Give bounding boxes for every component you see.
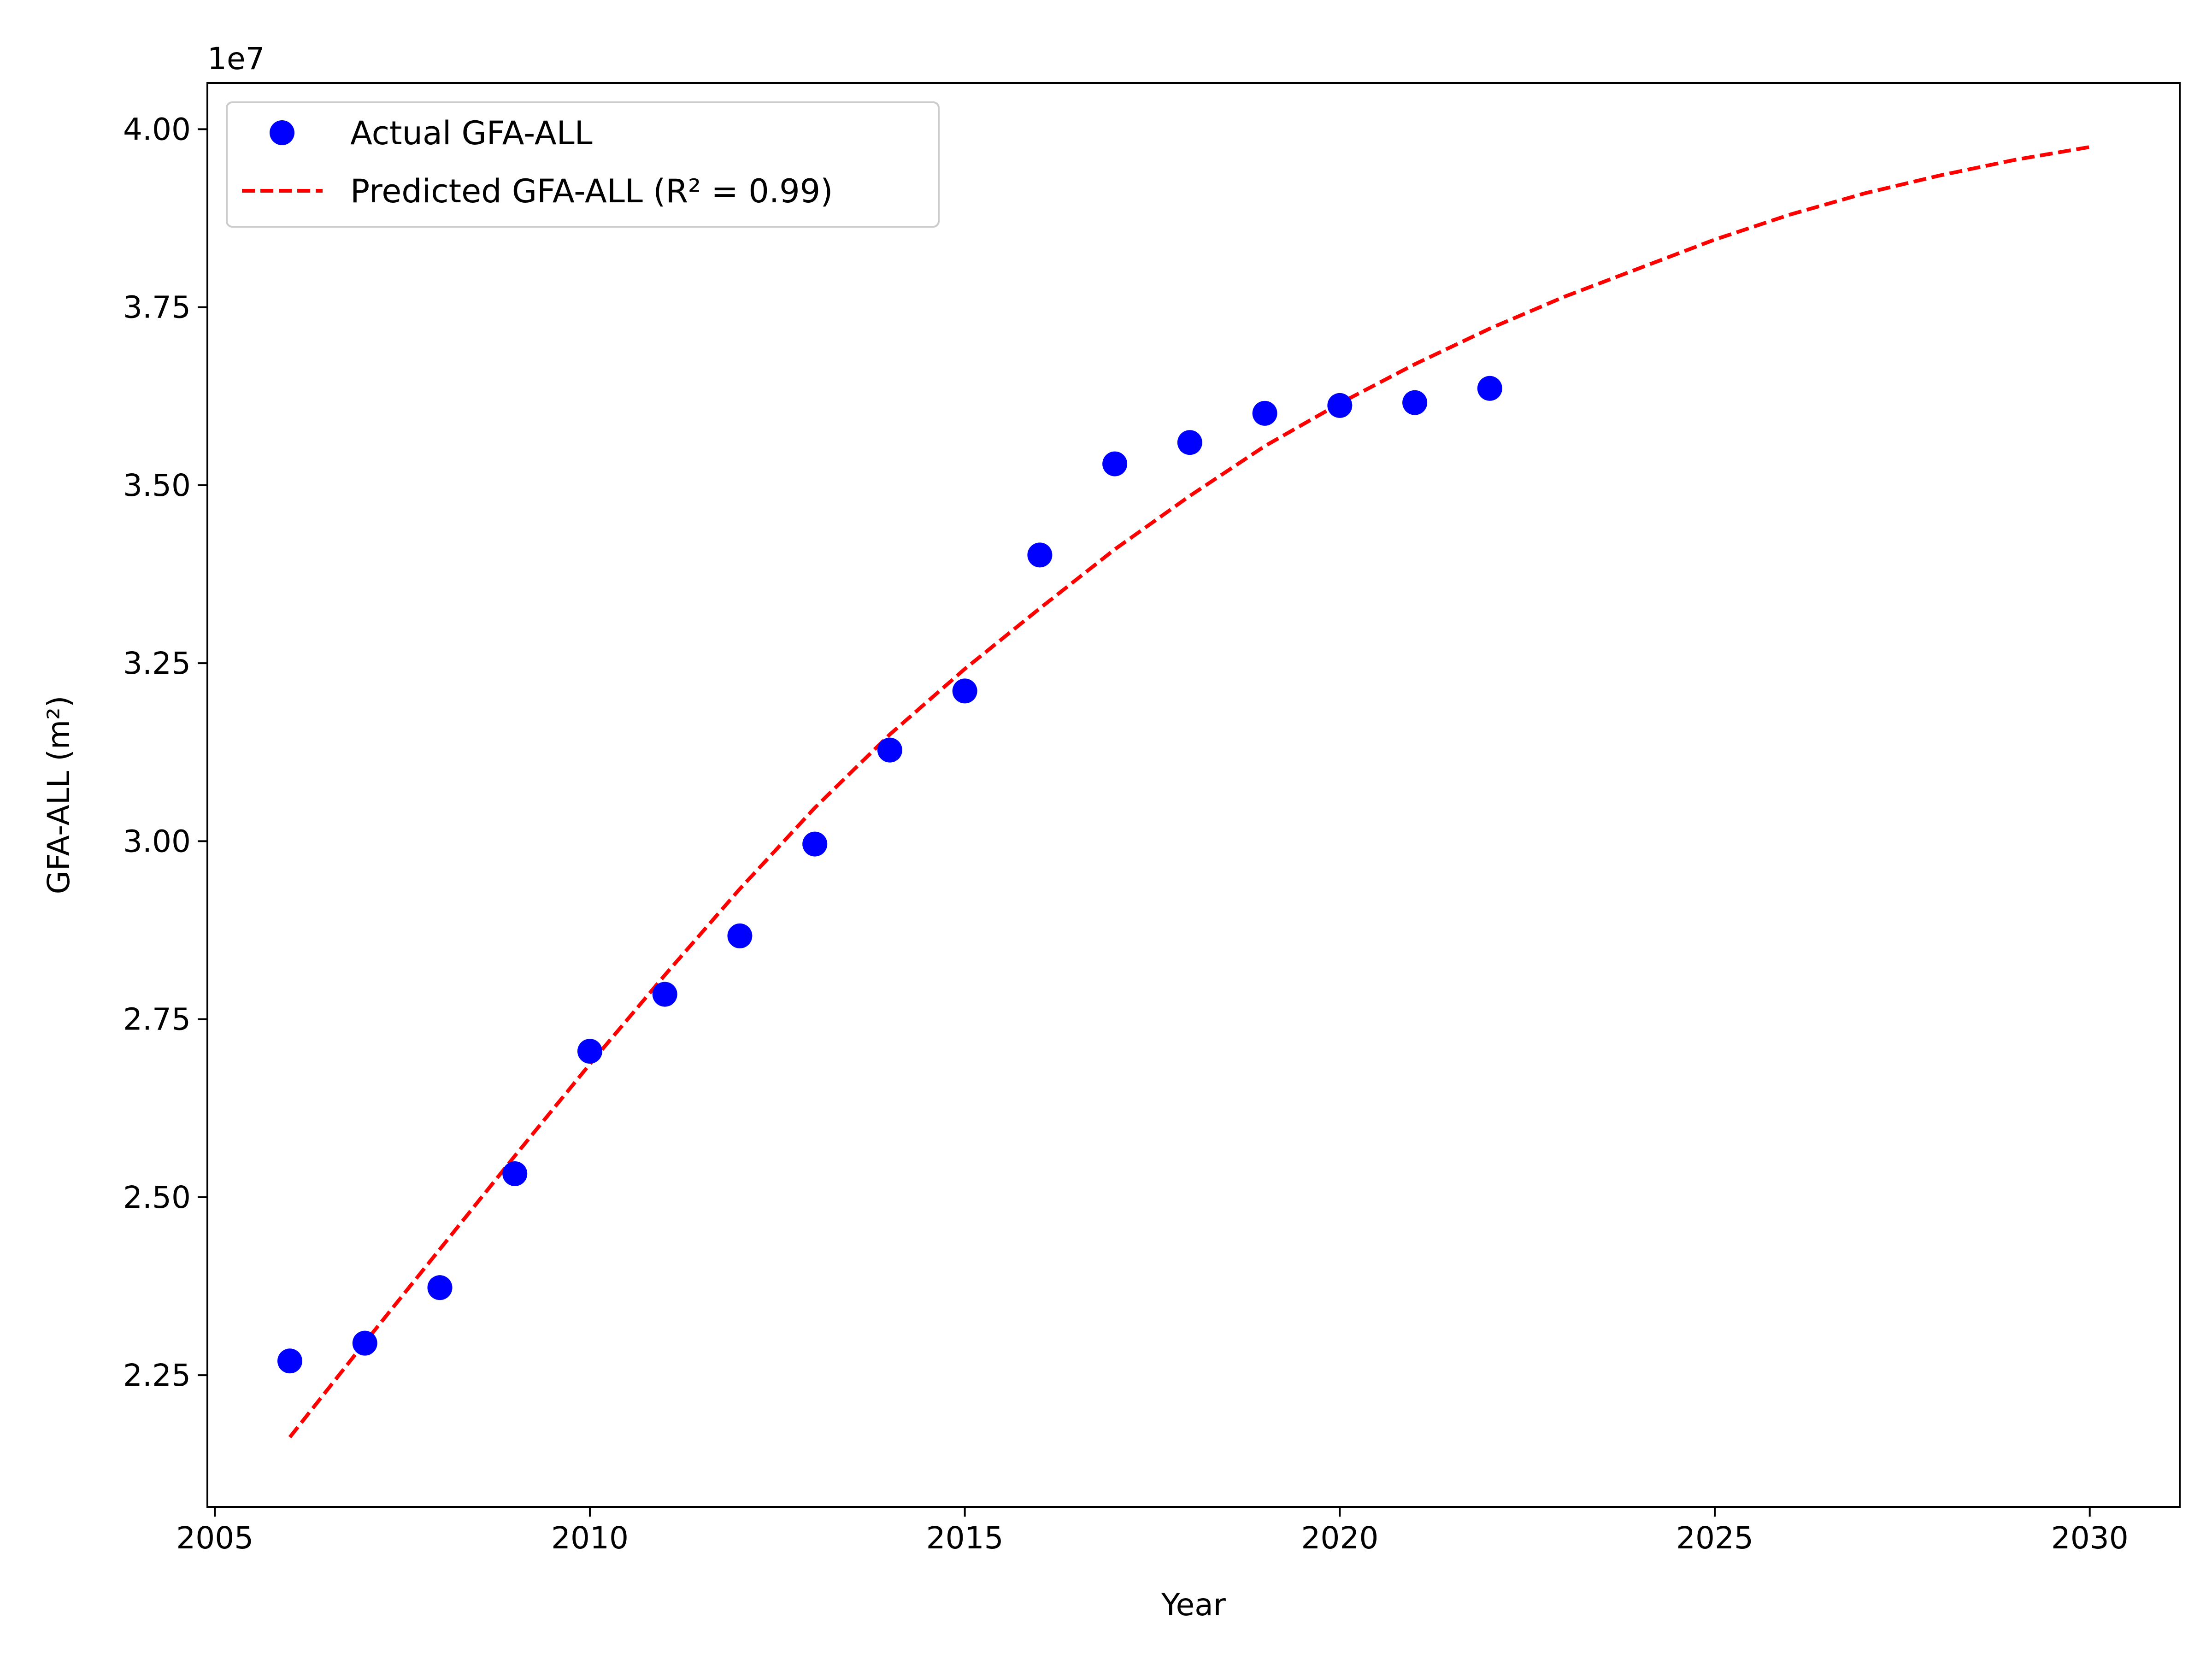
legend-marker-actual (270, 120, 294, 145)
actual-data-point (952, 678, 977, 704)
actual-data-point (352, 1330, 377, 1356)
actual-data-point (1327, 393, 1353, 418)
y-tick-label: 2.50 (123, 1180, 191, 1215)
y-tick-label: 2.25 (123, 1358, 191, 1393)
x-tick-label: 2010 (551, 1520, 629, 1556)
actual-data-point (1252, 400, 1277, 426)
legend-label-actual: Actual GFA-ALL (350, 114, 593, 152)
actual-data-point (502, 1161, 528, 1186)
legend-label-predicted: Predicted GFA-ALL (R² = 0.99) (350, 172, 833, 210)
actual-data-point (1477, 376, 1502, 401)
actual-data-point (577, 1039, 602, 1064)
actual-data-point (1402, 390, 1428, 415)
x-tick-label: 2030 (2051, 1520, 2129, 1556)
plot-frame (206, 82, 2181, 1508)
y-tick-label: 3.50 (123, 468, 191, 503)
predicted-series-line (288, 145, 2090, 1439)
x-tick-label: 2025 (1676, 1520, 1753, 1556)
y-axis-label: GFA-ALL (m²) (41, 695, 76, 894)
actual-data-point (1027, 542, 1053, 568)
y-tick-label: 3.00 (123, 824, 191, 859)
actual-data-point (1177, 430, 1202, 455)
legend-box (226, 101, 940, 228)
y-axis-offset-label: 1e7 (207, 41, 265, 76)
actual-data-point (427, 1275, 453, 1300)
y-tick-label: 3.25 (123, 646, 191, 681)
x-axis-label: Year (1161, 1587, 1226, 1623)
actual-data-point (727, 923, 753, 948)
x-axis-ticks: 2005 2010 2015 2020 2025 2030 (176, 1507, 2129, 1556)
actual-data-point (652, 982, 677, 1007)
predicted-line-layer (288, 145, 2090, 1439)
y-tick-label: 3.75 (123, 290, 191, 325)
x-tick-label: 2005 (176, 1520, 253, 1556)
plot-area (206, 82, 2181, 1508)
actual-points-layer (277, 376, 1502, 1374)
legend: Actual GFA-ALL Predicted GFA-ALL (R² = 0… (226, 101, 940, 228)
actual-data-point (277, 1348, 303, 1374)
y-axis-ticks: 2.25 2.50 2.75 3.00 3.25 3.50 3.75 4.00 (123, 112, 207, 1393)
x-tick-label: 2015 (926, 1520, 1004, 1556)
x-tick-label: 2020 (1301, 1520, 1378, 1556)
y-tick-label: 4.00 (123, 112, 191, 147)
actual-data-point (802, 831, 828, 857)
y-tick-label: 2.75 (123, 1002, 191, 1037)
actual-data-point (1102, 451, 1128, 477)
actual-data-point (877, 737, 902, 763)
